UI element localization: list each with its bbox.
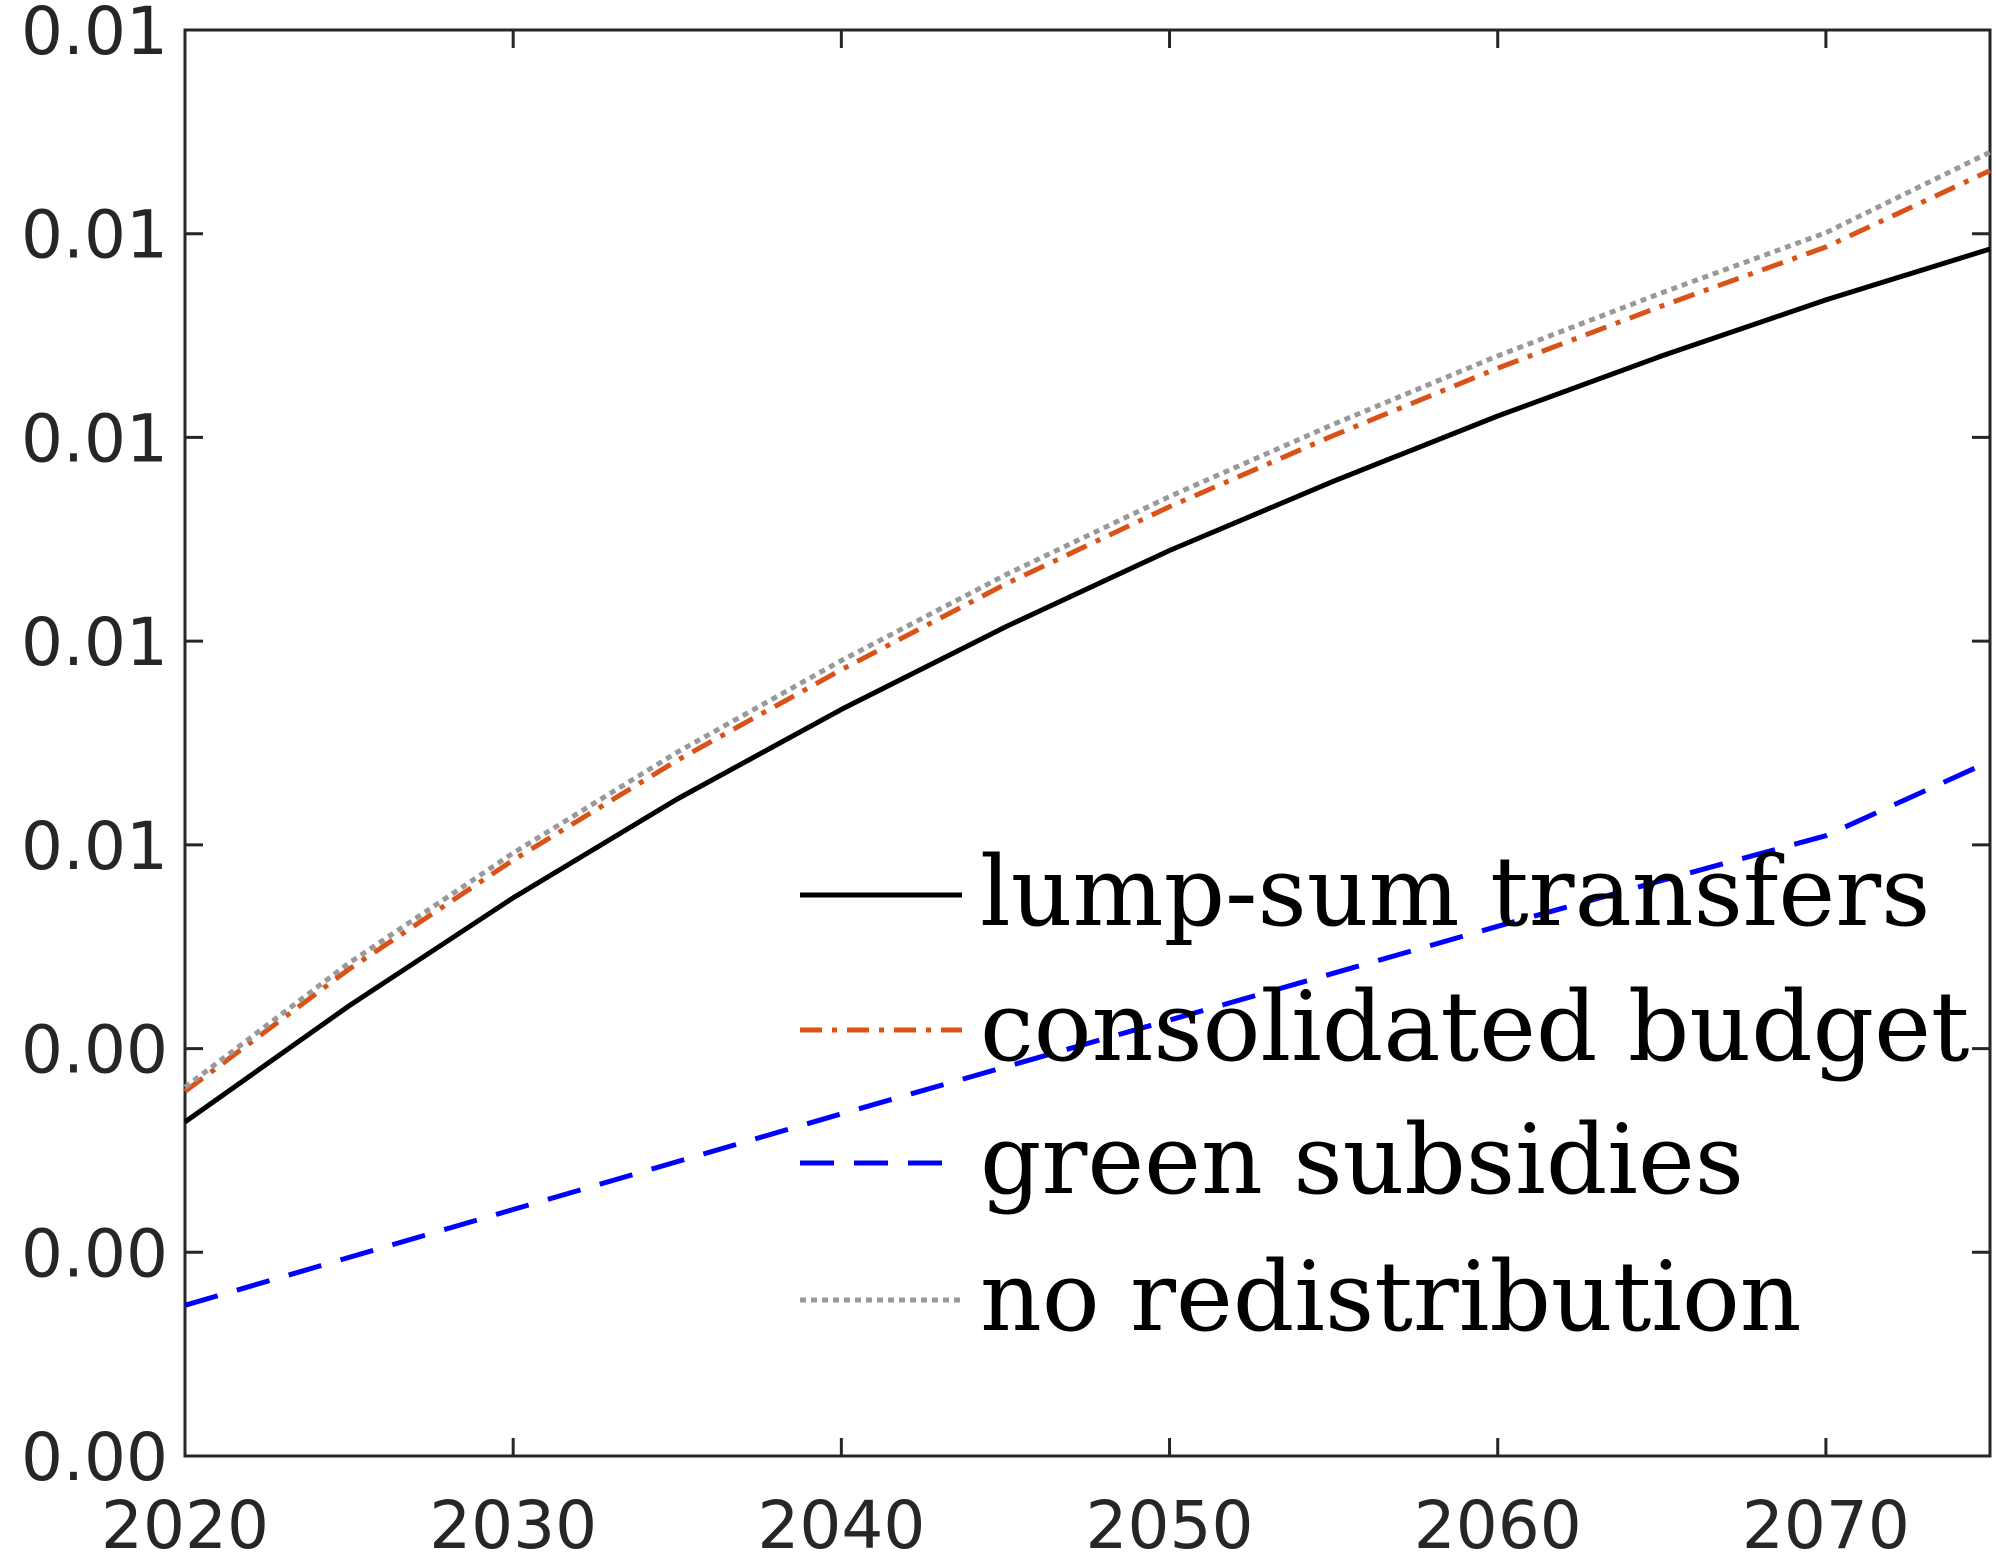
series-line-no-redistribution bbox=[183, 149, 1992, 1090]
y-tick-label: 0.01 bbox=[21, 808, 168, 885]
y-tick-label: 0.01 bbox=[21, 197, 168, 274]
legend-label-no-redistribution: no redistribution bbox=[980, 1241, 1802, 1353]
y-tick-label: 0.00 bbox=[21, 1215, 168, 1292]
y-tick-label: 0.00 bbox=[21, 1419, 168, 1496]
x-tick-label: 2050 bbox=[1086, 1487, 1254, 1554]
series-layer bbox=[183, 149, 1992, 1308]
y-tick-label: 0.01 bbox=[21, 604, 168, 681]
series-line-lump-sum-transfers bbox=[183, 246, 1991, 1124]
legend-label-lump-sum-transfers: lump-sum transfers bbox=[980, 836, 1930, 948]
x-tick-label: 2020 bbox=[101, 1487, 269, 1554]
x-tick-label: 2040 bbox=[757, 1487, 925, 1554]
plot-area bbox=[183, 28, 1992, 1458]
y-tick-label: 0.00 bbox=[21, 1012, 168, 1089]
legend: lump-sum transfers consolidated budget gre… bbox=[800, 836, 1969, 1353]
x-tick-label: 2060 bbox=[1414, 1487, 1582, 1554]
legend-label-green-subsidies: green subsidies bbox=[980, 1104, 1744, 1216]
x-tick-label: 2030 bbox=[429, 1487, 597, 1554]
series-line-green-subsidies bbox=[184, 759, 1992, 1308]
x-tick-label: 2070 bbox=[1742, 1487, 1910, 1554]
legend-label-consolidated-budget: consolidated budget bbox=[980, 971, 1969, 1083]
y-tick-label: 0.01 bbox=[21, 0, 168, 70]
y-tick-label: 0.01 bbox=[21, 400, 168, 477]
series-line-consolidated-budget bbox=[183, 168, 1992, 1094]
axis-ticks: 2020 2030 2040 2050 2060 2070 0.00 0.00 0.00 0.01… bbox=[21, 0, 1990, 1554]
